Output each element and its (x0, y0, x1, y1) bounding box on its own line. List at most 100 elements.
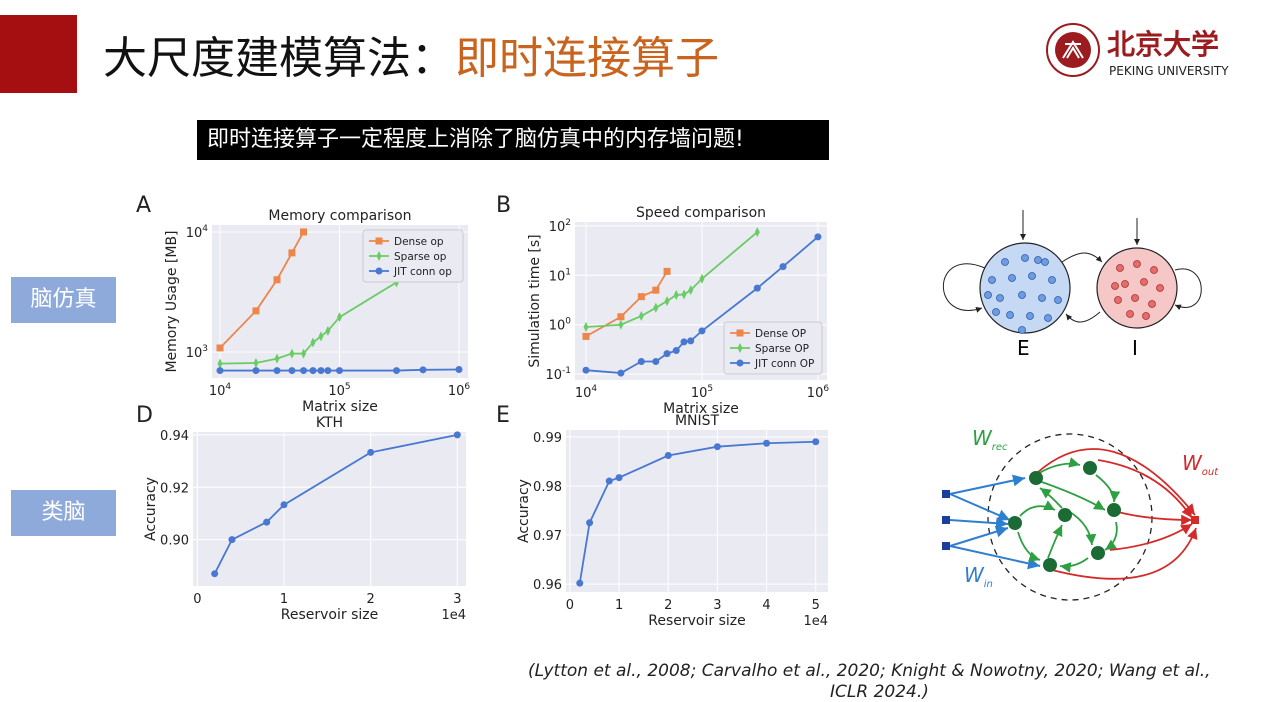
neuron-dot (1034, 256, 1042, 264)
data-point (681, 289, 687, 300)
data-point (779, 263, 787, 271)
data-point (455, 365, 463, 373)
data-point (375, 267, 383, 275)
data-point (582, 332, 590, 340)
tick-label: 0.98 (533, 480, 562, 495)
tick-label: 3 (453, 592, 461, 607)
data-point (392, 367, 400, 375)
neuron-dot (1026, 312, 1034, 320)
data-point (637, 293, 645, 301)
inhibitory-population (1096, 247, 1178, 329)
peking-university-logo: 北京大学 PEKING UNIVERSITY (1046, 23, 1229, 78)
y-axis-label: Accuracy (516, 479, 532, 543)
series-jit-conn-op (216, 365, 463, 375)
tick-label: 0.92 (160, 481, 189, 496)
data-point (336, 312, 342, 323)
y-axis-label: Simulation time [s] (527, 234, 543, 367)
data-point (582, 366, 590, 374)
data-point (638, 311, 644, 322)
data-point (586, 519, 594, 527)
neuron-dot (1048, 276, 1056, 284)
data-point (280, 501, 288, 509)
data-point (736, 329, 744, 337)
series-jit-conn-op (582, 233, 822, 377)
tick-label: 0.97 (533, 529, 562, 544)
series-sparse-op (217, 277, 399, 369)
data-point (583, 321, 589, 332)
legend-entry: JIT conn OP (754, 358, 814, 370)
data-point (263, 518, 271, 526)
series-sparse-op (583, 227, 760, 332)
legend-entry: Dense OP (755, 328, 806, 340)
data-point (713, 443, 721, 451)
data-point (367, 448, 375, 456)
panel-letter-a: A (136, 193, 152, 218)
neuron-dot (1018, 291, 1026, 299)
data-point (301, 348, 307, 359)
chart-title: Speed comparison (636, 205, 766, 221)
ei-network-diagram: E I (942, 210, 1202, 360)
neuron-dot (1021, 254, 1029, 262)
x-offset-label: 1e4 (441, 608, 466, 623)
series-dense-op (582, 267, 671, 340)
data-point (253, 357, 259, 368)
data-point (664, 452, 672, 460)
data-point (318, 331, 324, 342)
neuron-dot (1018, 326, 1026, 334)
neuron-dot (1038, 294, 1046, 302)
data-point (663, 267, 671, 275)
label-brain-inspired: 类脑 (11, 490, 116, 536)
plot-area (193, 432, 466, 586)
neuron-dot (1111, 282, 1119, 290)
citation-continued: ICLR 2024.) (830, 682, 929, 702)
tick-label: 101 (549, 267, 571, 284)
data-point (289, 348, 295, 359)
neuron-dot (1114, 296, 1122, 304)
panel-letter-d: D (136, 403, 153, 428)
tick-label: 105 (691, 384, 713, 401)
data-point (228, 536, 236, 544)
neuron-dot (1006, 311, 1014, 319)
data-point (617, 313, 625, 321)
series-line (585, 231, 758, 328)
neuron-dot (992, 308, 1000, 316)
data-point (309, 367, 317, 375)
series-0 (211, 431, 461, 578)
tick-label: 0.96 (533, 578, 562, 593)
legend-entry: Dense op (394, 236, 444, 248)
svg-text:北京大学: 北京大学 (1107, 28, 1219, 61)
chart-title: Memory comparison (268, 208, 411, 224)
chart-2: 0 1 2 3 0.90 0.92 0.94 KTH Reservoir size Accurac… (143, 415, 466, 623)
data-point (812, 438, 820, 446)
neuron-dot (1001, 258, 1009, 266)
data-point (652, 358, 660, 366)
title-highlight: 即时连接算子 (455, 33, 719, 84)
neuron-dot (1133, 260, 1141, 268)
neuron-dot (1121, 280, 1129, 288)
data-point (615, 474, 623, 482)
data-point (637, 358, 645, 366)
tick-label: 103 (186, 344, 208, 361)
data-point (273, 276, 281, 284)
data-point (376, 251, 382, 261)
neuron-dot (1041, 258, 1049, 266)
chart-1: 104 105 106 10-1 100 101 102 Speed comparison Ma… (527, 205, 829, 417)
chart-0: 104 105 106 103 104 Memory comparison Matrix s… (164, 208, 470, 415)
data-point (753, 284, 761, 292)
tick-label: 10-1 (545, 366, 571, 383)
data-point (680, 338, 688, 346)
tick-label: 106 (448, 382, 471, 399)
e-label: E (1017, 336, 1030, 360)
tick-label: 0 (566, 598, 574, 613)
title-main: 大尺度建模算法： (103, 33, 455, 84)
legend-entry: JIT conn op (393, 266, 452, 278)
neuron-dot (1008, 274, 1016, 282)
neuron-dot (1156, 284, 1164, 292)
tick-label: 1 (615, 598, 623, 613)
panel-letter-b: B (496, 193, 512, 218)
plot-area (566, 430, 828, 592)
data-point (673, 289, 679, 300)
data-point (617, 369, 625, 377)
key-message-banner: 即时连接算子一定程度上消除了脑仿真中的内存墙问题! (197, 120, 829, 160)
data-point (664, 296, 670, 307)
